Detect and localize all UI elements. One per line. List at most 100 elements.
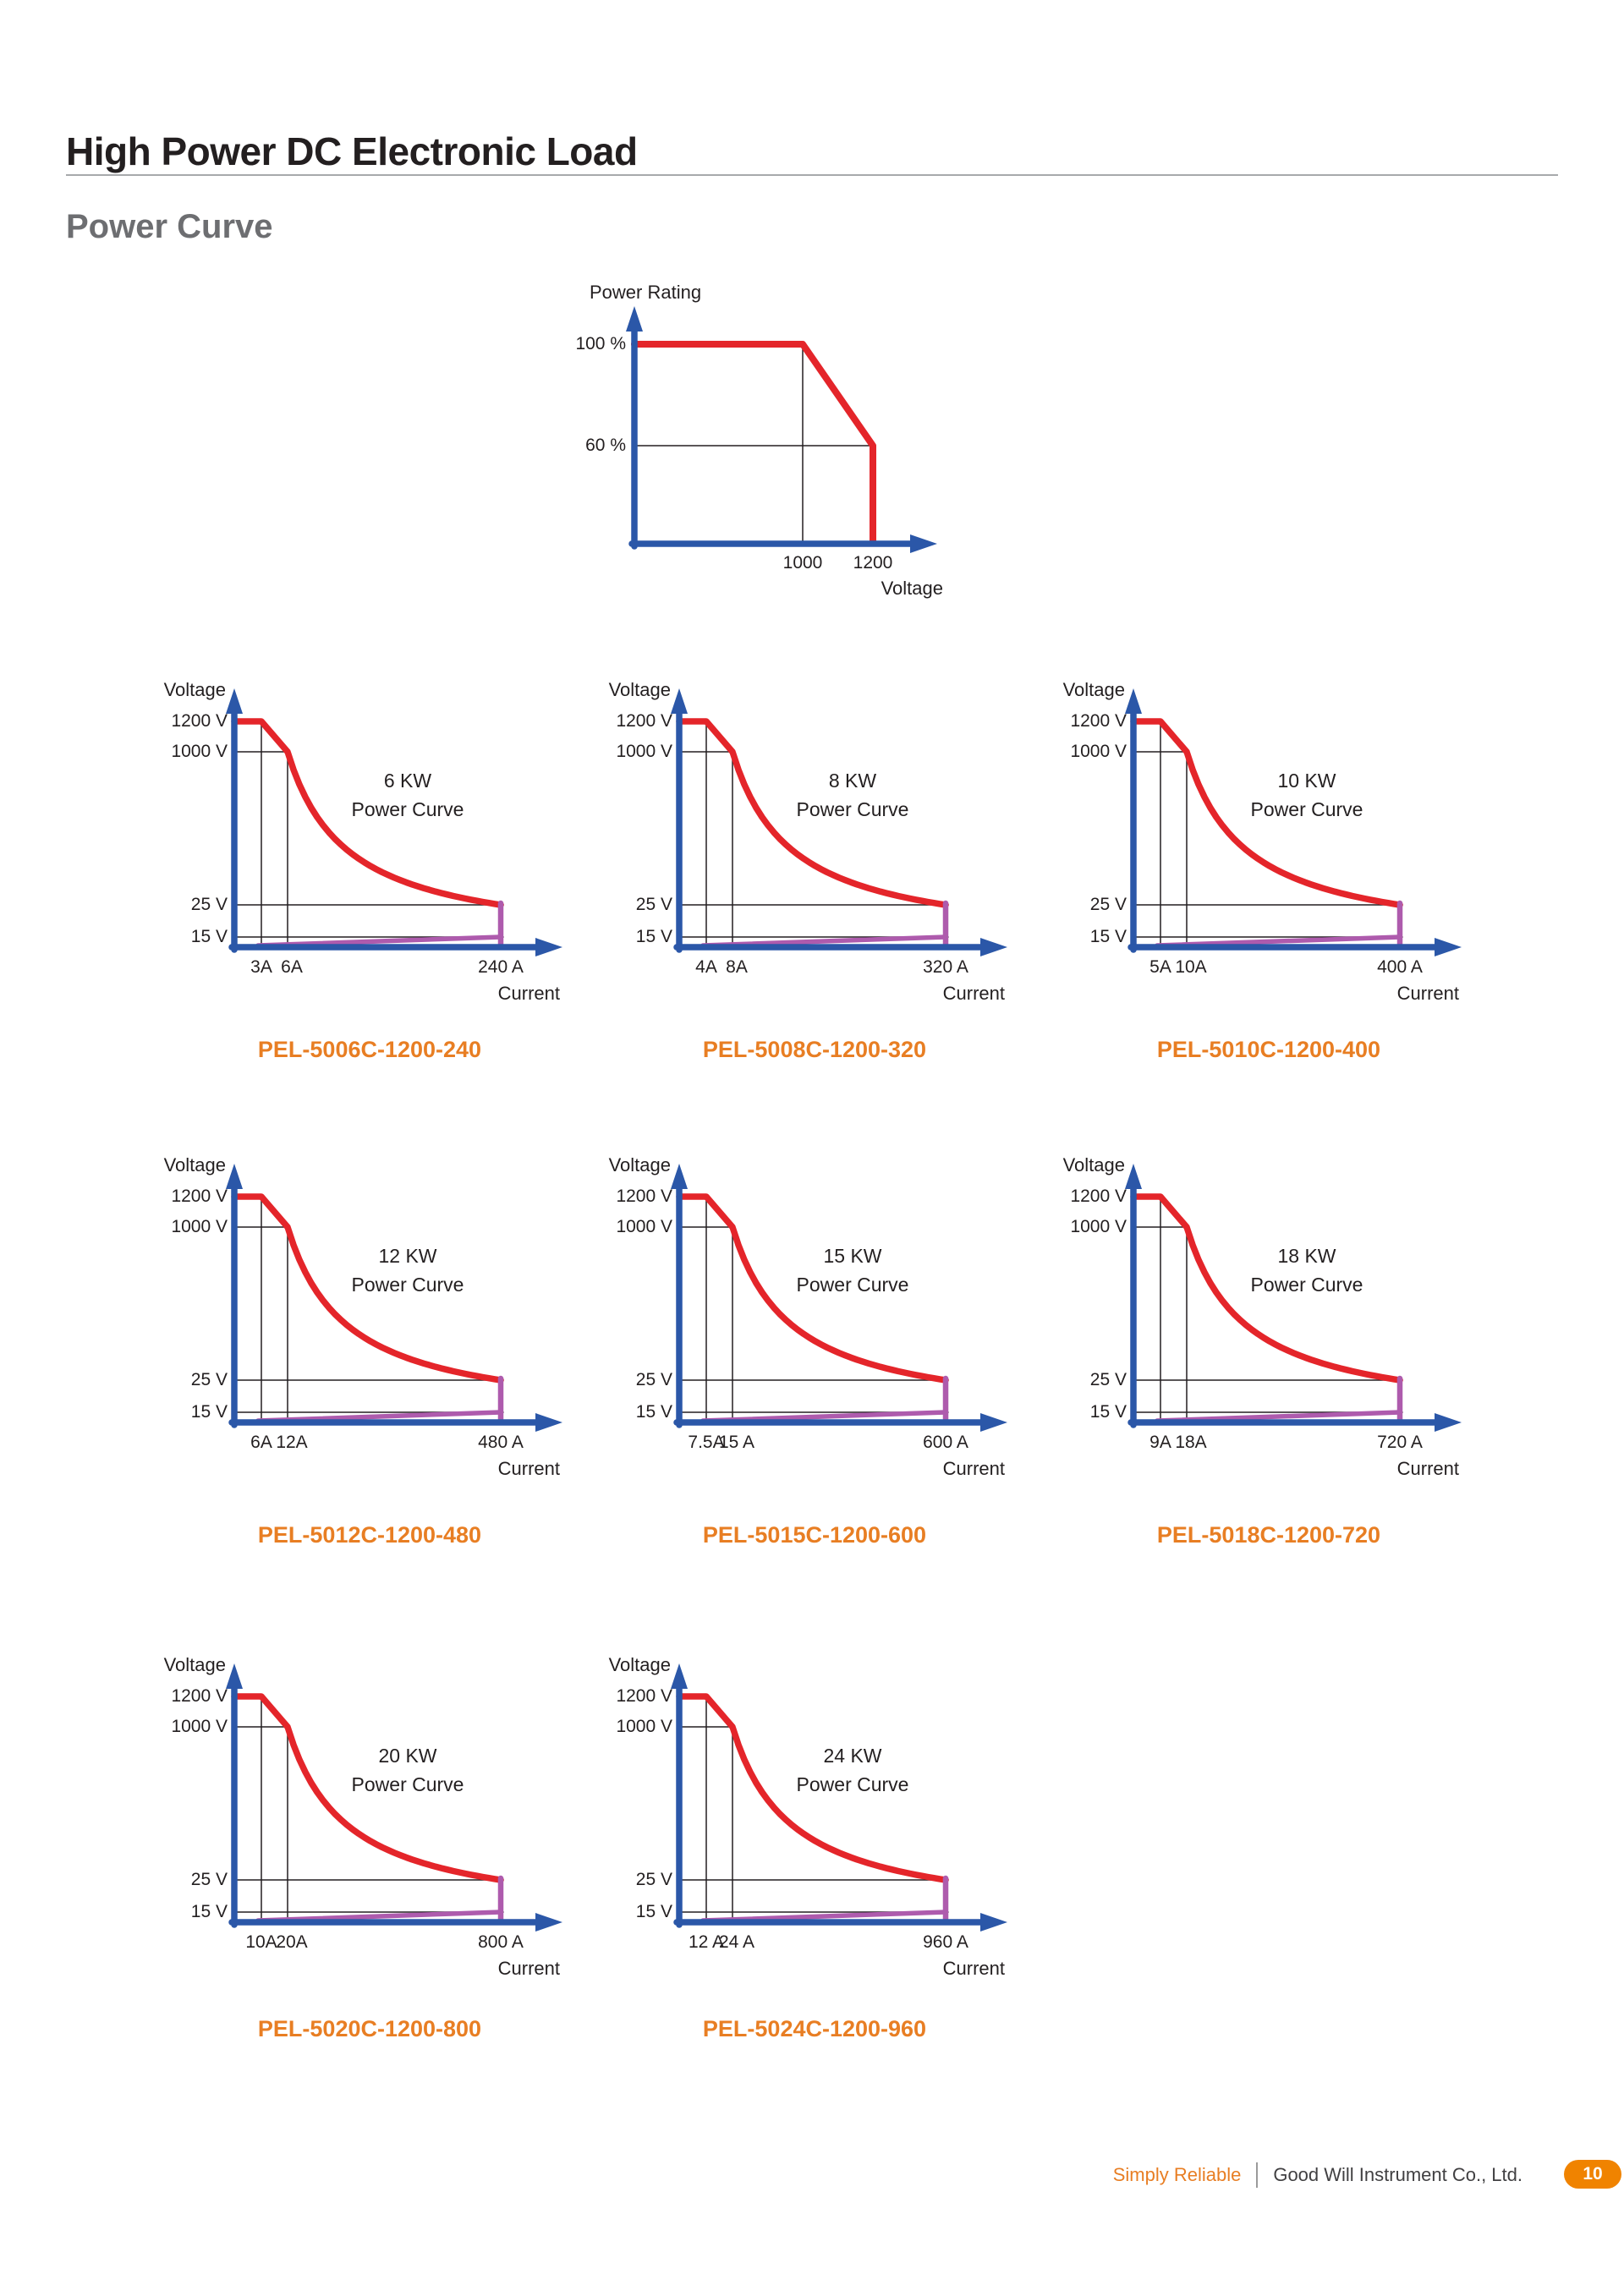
x-tick-label: 600 A	[923, 1433, 968, 1452]
chart-canvas	[671, 688, 1007, 956]
model-name: PEL-5015C-1200-600	[702, 1522, 927, 1548]
model-name: PEL-5012C-1200-480	[257, 1522, 482, 1548]
red-power-limit-curve	[1130, 1193, 1403, 1384]
chart-title-kw: 20 KW	[378, 1745, 437, 1767]
power-curve-chart: Voltage 1200 V 1000 V 25 V 15 V 24 KW Power Cu…	[578, 1643, 1051, 1981]
y-tick-label: 100 %	[575, 334, 626, 353]
red-power-limit-curve	[231, 1693, 504, 1883]
chart-title-sub: Power Curve	[796, 1773, 909, 1795]
y-axis-arrowhead	[1125, 1164, 1142, 1189]
x-tick-label: 10A	[245, 1932, 277, 1952]
chart-title-sub: Power Curve	[351, 798, 464, 820]
y-tick-label: 15 V	[1089, 1402, 1127, 1422]
power-curve-chart: Voltage 1200 V 1000 V 25 V 15 V 18 KW Power Cu…	[1032, 1143, 1506, 1482]
y-tick-label: 15 V	[190, 1402, 228, 1422]
y-tick-label: 1000 V	[171, 742, 228, 761]
y-tick-label: 25 V	[635, 1370, 672, 1389]
x-tick-label: 960 A	[923, 1932, 968, 1952]
y-tick-label: 1000 V	[171, 1717, 228, 1736]
y-tick-label: 1000 V	[616, 1717, 672, 1736]
chart-title-kw: 8 KW	[828, 770, 877, 792]
x-axis-title: Current	[942, 1458, 1005, 1479]
x-axis-title: Current	[497, 1458, 560, 1479]
model-name: PEL-5020C-1200-800	[257, 2016, 482, 2041]
x-tick-label: 3A	[250, 957, 272, 977]
x-tick-label: 400 A	[1377, 957, 1423, 977]
y-tick-label: 25 V	[190, 1870, 228, 1889]
y-tick-label: 25 V	[1089, 895, 1127, 914]
y-tick-label: 15 V	[190, 927, 228, 946]
title-underline-rule	[66, 174, 1558, 176]
y-tick-label: 1000 V	[1070, 742, 1127, 761]
x-axis-arrowhead	[535, 1913, 562, 1932]
y-axis-arrowhead	[226, 1663, 243, 1689]
power-rating-derating-chart: Power Rating 100 % 60 % 1000 1200 Voltage	[537, 265, 1011, 603]
chart-title-sub: Power Curve	[351, 1274, 464, 1296]
x-axis-arrowhead	[910, 534, 937, 553]
x-tick-label: 9A	[1149, 1433, 1171, 1452]
red-power-limit-curve	[231, 1193, 504, 1384]
x-axis-title: Current	[497, 1958, 560, 1979]
x-axis-title: Current	[942, 983, 1005, 1004]
chart-canvas	[1125, 1164, 1462, 1432]
x-tick-label: 4A	[695, 957, 717, 977]
chart-title-kw: 24 KW	[823, 1745, 882, 1767]
y-tick-label: 1200 V	[1070, 711, 1127, 731]
chart-title-sub: Power Curve	[796, 1274, 909, 1296]
y-axis-title: Voltage	[608, 679, 671, 700]
chart-title-sub: Power Curve	[1250, 798, 1363, 820]
y-axis-arrowhead	[671, 688, 688, 714]
y-axis-arrowhead	[671, 1663, 688, 1689]
x-tick-label: 1000	[782, 553, 823, 573]
model-name: PEL-5018C-1200-720	[1156, 1522, 1381, 1548]
power-curve-chart: Voltage 1200 V 1000 V 25 V 15 V 6 KW Power Cur…	[133, 668, 606, 1006]
y-axis-title: Voltage	[1062, 679, 1125, 700]
y-tick-label: 1200 V	[171, 1686, 228, 1706]
y-axis-title: Voltage	[1062, 1154, 1125, 1175]
red-power-limit-curve	[676, 1693, 949, 1883]
y-axis-arrowhead	[226, 688, 243, 714]
model-name: PEL-5008C-1200-320	[702, 1037, 927, 1062]
x-axis-arrowhead	[1435, 938, 1462, 956]
x-tick-label: 10A	[1175, 957, 1207, 977]
footer-tagline: Simply Reliable	[1112, 2164, 1242, 2185]
x-tick-label: 7.5A	[688, 1433, 725, 1452]
y-tick-label: 15 V	[635, 927, 672, 946]
x-tick-label: 1200	[853, 553, 893, 573]
y-tick-label: 1000 V	[616, 742, 672, 761]
page-subtitle: Power Curve	[66, 208, 273, 245]
x-tick-label: 12 A	[688, 1932, 725, 1952]
x-tick-label: 15 A	[718, 1433, 755, 1452]
chart-title-kw: 15 KW	[823, 1245, 882, 1267]
y-axis-title: Voltage	[163, 1154, 226, 1175]
x-tick-label: 800 A	[478, 1932, 524, 1952]
x-tick-label: 5A	[1149, 957, 1171, 977]
x-axis-title: Voltage	[881, 578, 943, 599]
footer-divider	[1256, 2162, 1259, 2188]
y-axis-title: Voltage	[163, 1654, 226, 1675]
y-tick-label: 25 V	[190, 895, 228, 914]
red-power-limit-curve	[1130, 718, 1403, 908]
page-title: High Power DC Electronic Load	[66, 129, 638, 173]
y-axis-arrowhead	[671, 1164, 688, 1189]
x-tick-label: 720 A	[1377, 1433, 1423, 1452]
chart-title-sub: Power Curve	[796, 798, 909, 820]
y-axis-arrowhead	[626, 306, 643, 332]
y-tick-label: 1000 V	[171, 1217, 228, 1236]
y-tick-label: 15 V	[190, 1902, 228, 1921]
x-tick-label: 18A	[1175, 1433, 1207, 1452]
y-tick-label: 1000 V	[1070, 1217, 1127, 1236]
x-tick-label: 320 A	[923, 957, 968, 977]
y-tick-label: 1200 V	[616, 1186, 672, 1206]
red-power-limit-curve	[676, 1193, 949, 1384]
chart-canvas	[1125, 688, 1462, 956]
chart-title-kw: 18 KW	[1277, 1245, 1336, 1267]
x-axis-title: Current	[1396, 1458, 1459, 1479]
footer-company-name: Good Will Instrument Co., Ltd.	[1273, 2164, 1522, 2185]
page-footer: Simply Reliable Good Will Instrument Co.…	[0, 2158, 1522, 2192]
x-axis-arrowhead	[535, 1413, 562, 1432]
y-tick-label: 15 V	[635, 1402, 672, 1422]
y-tick-label: 1200 V	[171, 711, 228, 731]
y-tick-label: 25 V	[635, 1870, 672, 1889]
